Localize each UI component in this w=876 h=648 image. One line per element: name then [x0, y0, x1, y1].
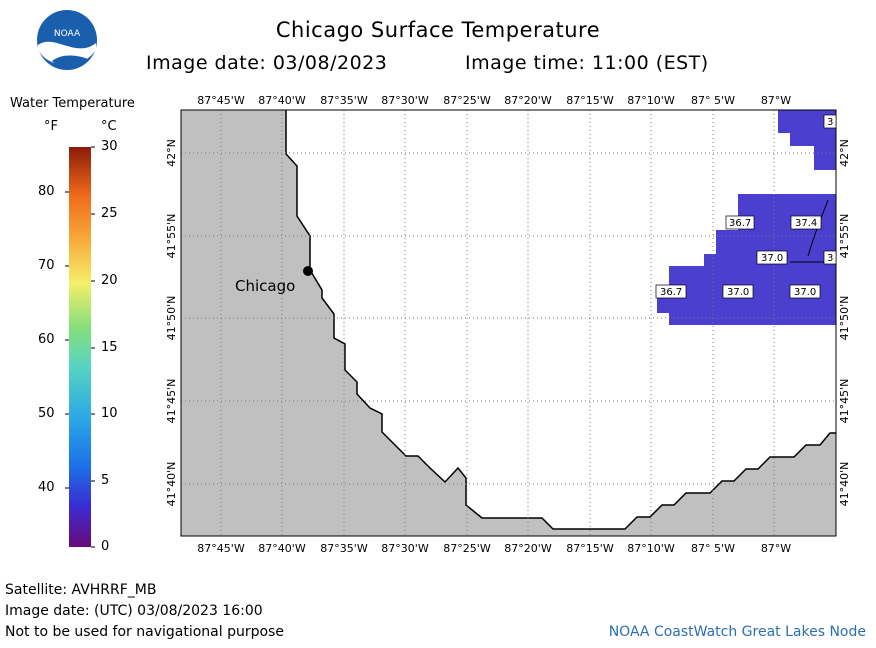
lon-label-bottom: 87°10'W [627, 542, 675, 555]
f-tick: 70 [38, 258, 55, 273]
lon-label-bottom: 87°W [761, 542, 791, 555]
temp-label: 37.4 [795, 218, 817, 229]
f-tick: 40 [38, 480, 55, 495]
lat-label-left: 42°N [165, 139, 178, 167]
c-tick: 10 [101, 406, 118, 421]
legend-title: Water Temperature [10, 96, 135, 111]
lon-label-bottom: 87°25'W [443, 542, 491, 555]
temp-label: 3 [827, 117, 833, 128]
lon-label-bottom: 87°15'W [566, 542, 614, 555]
lon-label-bottom: 87°20'W [504, 542, 552, 555]
lat-label-left: 41°45'N [165, 379, 178, 424]
temp-label: 36.7 [729, 218, 751, 229]
lat-label-left: 41°40'N [165, 462, 178, 507]
unit-fahrenheit: °F [44, 119, 58, 134]
lon-label-top: 87°25'W [443, 94, 491, 107]
lat-label-right: 42°N [838, 139, 851, 167]
lat-label-right: 41°50'N [838, 296, 851, 341]
lon-label-top: 87°10'W [627, 94, 675, 107]
temperature-labels: 3 36.7 37.4 37.0 3 36.7 37.0 37.0 [655, 114, 837, 299]
lon-label-bottom: 87°40'W [258, 542, 306, 555]
color-scale-bar [65, 146, 95, 548]
lat-label-right: 41°40'N [838, 462, 851, 507]
lon-label-top: 87°20'W [504, 94, 552, 107]
lon-label-top: 87°30'W [381, 94, 429, 107]
c-tick: 25 [101, 206, 118, 221]
page-title: Chicago Surface Temperature [275, 18, 601, 42]
lat-label-right: 41°45'N [838, 379, 851, 424]
c-tick: 0 [101, 539, 110, 554]
temp-label: 37.0 [761, 253, 783, 264]
lon-label-bottom: 87°45'W [197, 542, 245, 555]
c-tick: 5 [101, 473, 110, 488]
f-tick: 60 [38, 332, 55, 347]
lon-label-bottom: 87° 5'W [691, 542, 735, 555]
lon-label-top: 87°40'W [258, 94, 306, 107]
c-tick: 20 [101, 273, 118, 288]
chicago-marker [303, 266, 313, 276]
temp-label: 37.0 [727, 287, 749, 298]
unit-celsius: °C [101, 119, 117, 134]
lon-label-bottom: 87°30'W [381, 542, 429, 555]
f-tick: 80 [38, 184, 55, 199]
c-tick: 15 [101, 340, 118, 355]
lat-label-left: 41°50'N [165, 296, 178, 341]
lon-label-bottom: 87°35'W [320, 542, 368, 555]
noaa-logo: NOAA [37, 10, 97, 70]
satellite-info: Satellite: AVHRRF_MB [5, 582, 157, 598]
lon-label-top: 87°45'W [197, 94, 245, 107]
f-tick: 50 [38, 406, 55, 421]
city-label: Chicago [235, 277, 295, 295]
temp-label: 36.7 [660, 287, 682, 298]
lat-label-left: 41°55'N [165, 214, 178, 259]
lon-label-top: 87°15'W [566, 94, 614, 107]
utc-date: Image date: (UTC) 03/08/2023 16:00 [5, 603, 263, 619]
temp-label: 3 [827, 253, 833, 264]
lon-label-top: 87° 5'W [691, 94, 735, 107]
temp-label: 37.0 [794, 287, 816, 298]
land-area [181, 110, 836, 536]
graticule [181, 110, 836, 536]
lat-label-right: 41°55'N [838, 214, 851, 259]
image-time: Image time: 11:00 (EST) [465, 52, 709, 74]
logo-text: NOAA [54, 29, 81, 39]
lon-label-top: 87°W [761, 94, 791, 107]
image-date: Image date: 03/08/2023 [146, 52, 388, 74]
credit-link[interactable]: NOAA CoastWatch Great Lakes Node [608, 624, 866, 640]
c-tick: 30 [101, 139, 118, 154]
disclaimer: Not to be used for navigational purpose [5, 624, 284, 640]
lon-label-top: 87°35'W [320, 94, 368, 107]
